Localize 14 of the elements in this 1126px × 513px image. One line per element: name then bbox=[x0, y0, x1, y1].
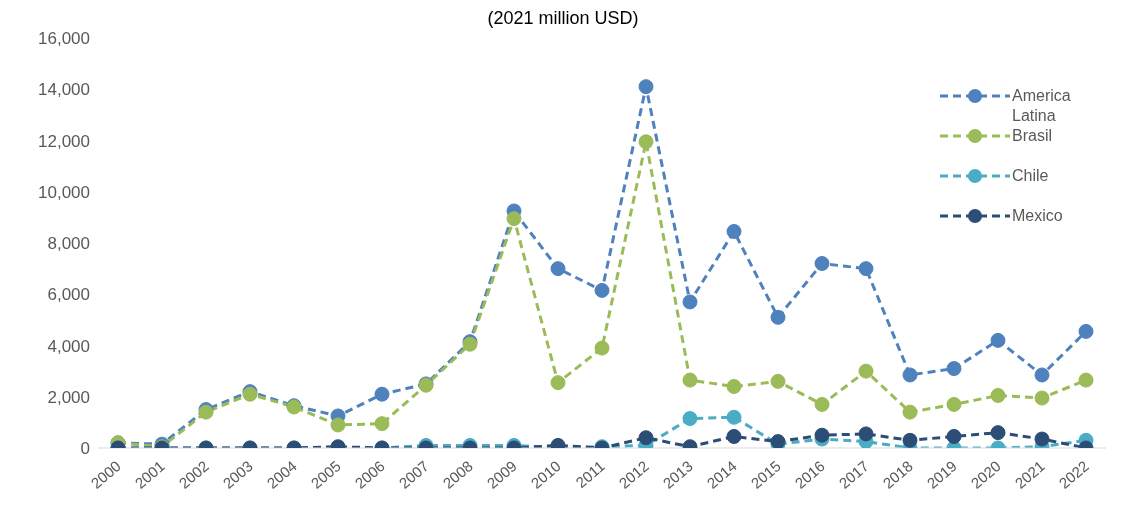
y-tick-label: 8,000 bbox=[47, 234, 90, 254]
legend-label: Mexico bbox=[1012, 206, 1064, 226]
y-tick-label: 16,000 bbox=[38, 29, 90, 49]
y-tick-label: 0 bbox=[80, 439, 90, 459]
y-tick-label: 2,000 bbox=[47, 387, 90, 407]
y-tick-label: 4,000 bbox=[47, 336, 90, 356]
y-tick-label: 6,000 bbox=[47, 285, 90, 305]
legend-label: Brasil bbox=[1012, 126, 1053, 146]
chart-title: (2021 million USD) bbox=[486, 8, 640, 29]
y-tick-label: 12,000 bbox=[38, 131, 90, 151]
y-tick-label: 14,000 bbox=[38, 80, 90, 100]
y-tick-label: 10,000 bbox=[38, 182, 90, 202]
legend-label: America Latina bbox=[1012, 86, 1072, 126]
legend-label: Chile bbox=[1012, 166, 1050, 186]
